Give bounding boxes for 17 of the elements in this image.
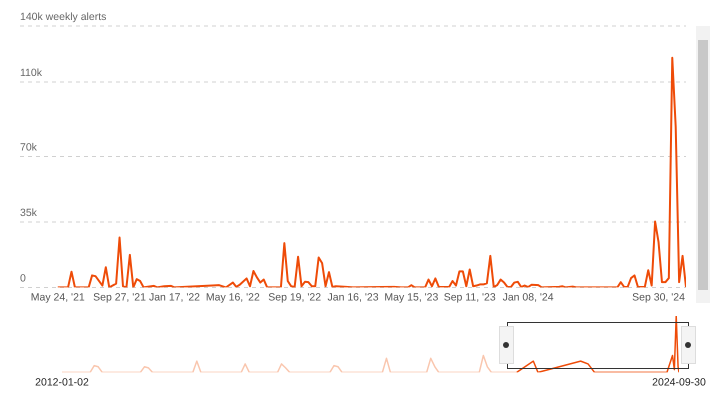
x-tick-label: Sep 19, '22 — [268, 292, 322, 304]
x-tick-label: Jan 17, '22 — [148, 292, 200, 304]
x-tick-label: Jan 08, '24 — [502, 292, 554, 304]
x-tick-label: Jan 16, '23 — [327, 292, 379, 304]
y-tick-label: 35k — [20, 206, 38, 219]
x-tick-label: May 16, '22 — [206, 292, 260, 304]
y-tick-label: 140k weekly alerts — [20, 10, 106, 23]
y-tick-label: 110k — [20, 66, 43, 79]
x-tick-label: May 24, '21 — [30, 292, 85, 304]
y-tick-label: 0 — [20, 272, 26, 284]
x-tick-label: 2012-01-02 — [35, 376, 90, 389]
x-tick-label: Sep 30, '24 — [632, 292, 686, 304]
x-tick-label: Sep 27, '21 — [93, 292, 146, 304]
x-tick-label: 2024-09-30 — [652, 376, 706, 389]
y-tick-label: 70k — [20, 142, 38, 154]
x-tick-label: Sep 11, '23 — [444, 292, 496, 304]
x-tick-label: May 15, '23 — [384, 292, 438, 304]
